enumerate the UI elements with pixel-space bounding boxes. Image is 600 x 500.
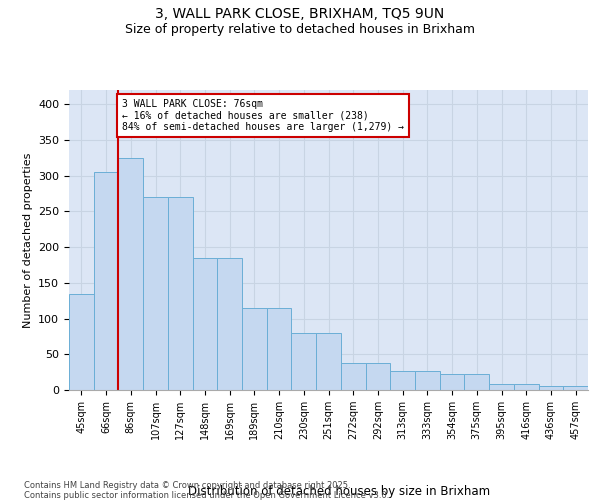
Text: 3, WALL PARK CLOSE, BRIXHAM, TQ5 9UN: 3, WALL PARK CLOSE, BRIXHAM, TQ5 9UN [155, 8, 445, 22]
Text: Size of property relative to detached houses in Brixham: Size of property relative to detached ho… [125, 24, 475, 36]
Bar [168, 197, 193, 390]
Bar [69, 294, 94, 390]
Text: Contains HM Land Registry data © Crown copyright and database right 2025.
Contai: Contains HM Land Registry data © Crown c… [24, 480, 389, 500]
Bar [440, 374, 464, 390]
Y-axis label: Number of detached properties: Number of detached properties [23, 152, 32, 328]
Bar [563, 386, 588, 390]
Bar [514, 384, 539, 390]
Bar [292, 333, 316, 390]
Bar [539, 386, 563, 390]
Bar [118, 158, 143, 390]
Bar [365, 363, 390, 390]
Bar [489, 384, 514, 390]
Bar [94, 172, 118, 390]
Text: Distribution of detached houses by size in Brixham: Distribution of detached houses by size … [188, 484, 490, 498]
Bar [390, 370, 415, 390]
Bar [143, 197, 168, 390]
Bar [341, 363, 365, 390]
Bar [316, 333, 341, 390]
Bar [415, 370, 440, 390]
Bar [217, 258, 242, 390]
Bar [267, 308, 292, 390]
Bar [464, 374, 489, 390]
Bar [242, 308, 267, 390]
Bar [193, 258, 217, 390]
Text: 3 WALL PARK CLOSE: 76sqm
← 16% of detached houses are smaller (238)
84% of semi-: 3 WALL PARK CLOSE: 76sqm ← 16% of detach… [122, 98, 404, 132]
